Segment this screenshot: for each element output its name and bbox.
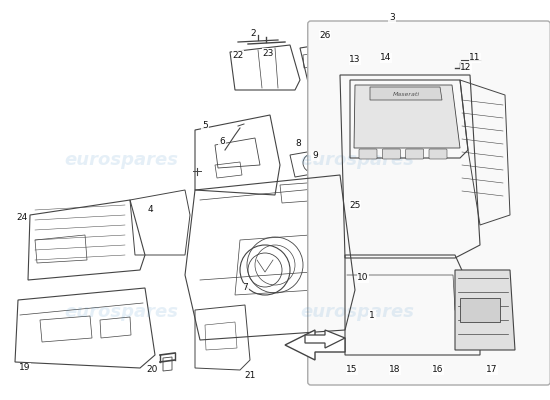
Text: 17: 17 xyxy=(486,366,498,374)
Text: 15: 15 xyxy=(346,366,358,374)
Text: 14: 14 xyxy=(380,54,392,62)
Text: 6: 6 xyxy=(219,138,225,146)
Text: eurospares: eurospares xyxy=(64,151,178,169)
Text: 26: 26 xyxy=(320,30,331,40)
Text: eurospares: eurospares xyxy=(64,303,178,321)
Text: 23: 23 xyxy=(262,48,274,58)
Polygon shape xyxy=(354,85,460,148)
Text: 21: 21 xyxy=(244,372,256,380)
Text: 9: 9 xyxy=(312,152,318,160)
Text: 12: 12 xyxy=(460,64,472,72)
FancyBboxPatch shape xyxy=(308,21,550,385)
Polygon shape xyxy=(305,330,345,348)
Text: eurospares: eurospares xyxy=(300,303,415,321)
Text: 25: 25 xyxy=(349,200,361,210)
Text: 8: 8 xyxy=(295,138,301,148)
Text: 16: 16 xyxy=(432,366,444,374)
FancyBboxPatch shape xyxy=(382,149,400,159)
FancyBboxPatch shape xyxy=(359,149,377,159)
Text: 5: 5 xyxy=(202,120,208,130)
Text: 11: 11 xyxy=(469,54,481,62)
Text: 13: 13 xyxy=(349,56,361,64)
Text: eurospares: eurospares xyxy=(300,151,415,169)
Text: 3: 3 xyxy=(389,14,395,22)
FancyBboxPatch shape xyxy=(406,149,424,159)
Polygon shape xyxy=(460,298,500,322)
Text: 24: 24 xyxy=(16,214,28,222)
Polygon shape xyxy=(370,87,442,100)
Text: 20: 20 xyxy=(146,366,158,374)
Text: 10: 10 xyxy=(358,274,368,282)
Text: 7: 7 xyxy=(242,284,248,292)
FancyBboxPatch shape xyxy=(429,149,447,159)
Polygon shape xyxy=(455,270,515,350)
Text: 2: 2 xyxy=(250,28,256,38)
Text: 4: 4 xyxy=(147,206,153,214)
Text: 18: 18 xyxy=(389,366,401,374)
Polygon shape xyxy=(285,330,345,360)
Text: 19: 19 xyxy=(19,364,31,372)
Text: 22: 22 xyxy=(232,50,244,60)
Text: Maserati: Maserati xyxy=(393,92,420,96)
Text: 1: 1 xyxy=(369,310,375,320)
